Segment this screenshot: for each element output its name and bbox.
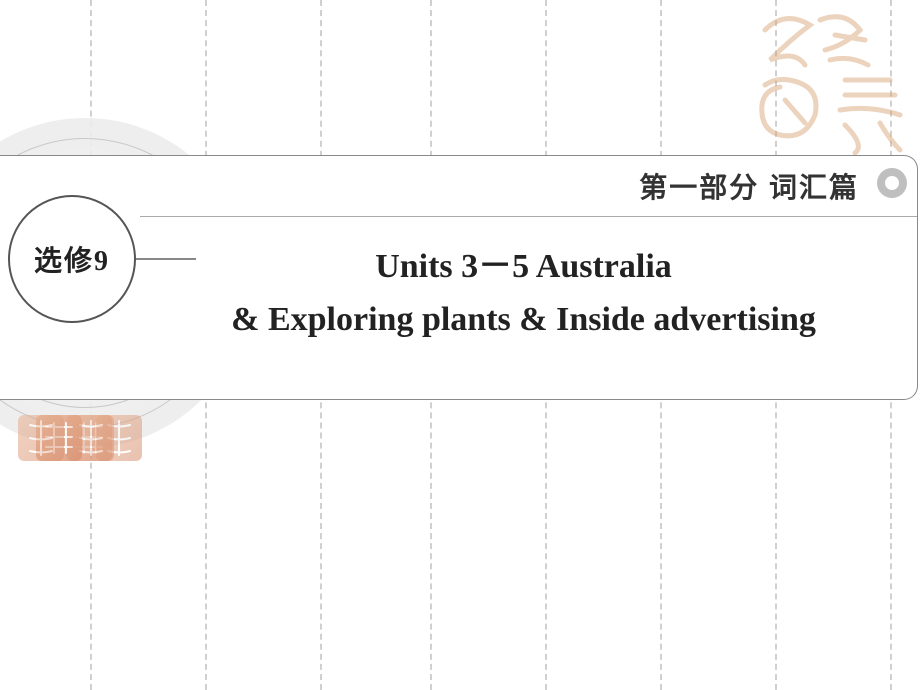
banner-divider xyxy=(140,216,917,217)
title-line-1: Units 3－5 Australia xyxy=(150,241,897,294)
module-badge-label: 选修9 xyxy=(34,239,110,279)
badge-connector xyxy=(136,258,196,260)
seal-icon xyxy=(18,415,64,461)
chapter-title: Units 3－5 Australia & Exploring plants &… xyxy=(150,241,897,346)
chapter-banner: 第一部分 词汇篇 Units 3－5 Australia & Exploring… xyxy=(0,155,918,400)
bullet-icon xyxy=(877,168,907,198)
module-badge: 选修9 xyxy=(8,195,136,323)
section-header: 第一部分 词汇篇 xyxy=(639,166,859,206)
seal-ornaments xyxy=(18,415,188,675)
calligraphy-ornament-icon xyxy=(750,5,910,155)
title-line-2: & Exploring plants & Inside advertising xyxy=(150,294,897,347)
